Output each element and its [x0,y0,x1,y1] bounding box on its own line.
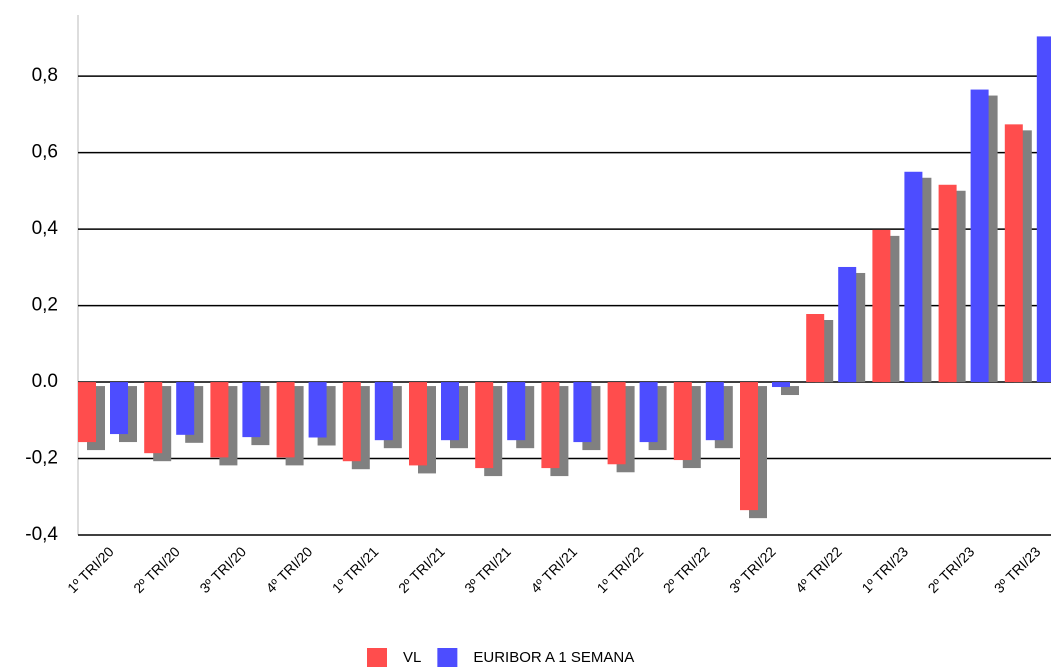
bar [242,382,261,438]
bar [740,382,758,511]
bar [541,382,560,469]
bar [573,382,592,443]
bar [970,89,989,383]
y-tick-label: 0,6 [32,142,58,163]
legend-swatch [367,648,387,667]
bar [475,382,494,469]
bar [938,184,957,383]
x-tick-label: 2º TRI/20 [130,543,183,596]
bar-shadow [781,386,799,396]
bar [872,229,891,383]
x-tick-label: 3º TRI/22 [726,543,779,596]
legend-swatch [437,648,458,667]
bar [308,382,327,438]
bar [705,382,724,441]
bar [1004,124,1023,383]
bar [110,382,128,435]
bar [144,382,163,454]
y-tick-label: 0,4 [32,218,59,239]
x-tick-label: 4º TRI/22 [792,543,845,596]
y-tick-label: 0,8 [32,65,58,86]
x-tick-label: 2º TRI/23 [925,543,978,596]
legend-label: VL [403,649,421,666]
x-tick-label: 3º TRI/20 [196,543,249,596]
y-tick-label: -0,4 [25,524,58,545]
bar [1036,36,1051,383]
x-tick-label: 3º TRI/23 [991,543,1044,596]
x-tick-label: 1º TRI/23 [858,543,911,596]
bar [904,171,923,383]
y-tick-label: 0.0 [32,371,58,392]
bar [176,382,195,435]
x-tick-label: 3º TRI/21 [461,543,514,596]
bar [772,382,790,388]
bar [276,382,295,458]
bar [838,266,857,383]
x-tick-label: 1º TRI/22 [594,543,647,596]
x-tick-label: 2º TRI/21 [395,543,448,596]
bar [78,382,96,443]
x-tick-label: 2º TRI/22 [660,543,713,596]
bar [374,382,393,441]
legend-label: EURIBOR A 1 SEMANA [473,649,634,666]
bar [342,382,361,462]
bar [806,314,825,383]
x-tick-label: 1º TRI/20 [64,543,117,596]
y-tick-label: -0,2 [25,448,58,469]
bar [639,382,658,443]
y-tick-label: 0,2 [32,295,58,316]
bar [673,382,692,461]
bar [507,382,526,441]
bar [210,382,229,458]
bar [409,382,427,466]
x-tick-label: 4º TRI/20 [263,543,316,596]
x-tick-label: 1º TRI/21 [329,543,382,596]
bar [607,382,626,465]
x-tick-label: 4º TRI/21 [527,543,580,596]
bar [441,382,459,441]
